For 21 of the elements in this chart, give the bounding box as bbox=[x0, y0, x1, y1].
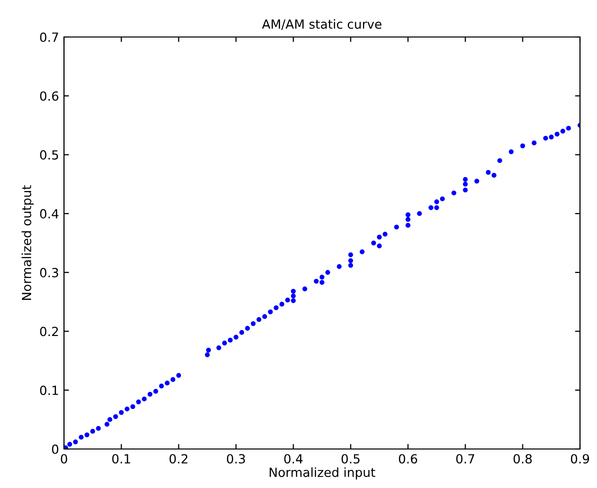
x-tick-label: 0.1 bbox=[112, 454, 130, 464]
chart-title: AM/AM static curve bbox=[262, 19, 382, 30]
y-tick-label: 0 bbox=[52, 444, 58, 454]
y-tick-label: 0.7 bbox=[40, 32, 58, 42]
x-tick-label: 0.7 bbox=[456, 454, 474, 464]
y-tick-label: 0.1 bbox=[40, 386, 58, 396]
x-tick-label: 0.2 bbox=[170, 454, 188, 464]
y-axis-title: Normalized output bbox=[22, 185, 34, 300]
x-tick-label: 0.4 bbox=[284, 454, 303, 464]
x-tick-label: 0.9 bbox=[570, 454, 590, 464]
y-tick-label: 0.6 bbox=[40, 91, 58, 101]
y-tick-label: 0.5 bbox=[40, 150, 58, 160]
x-tick-label: 0 bbox=[60, 454, 68, 464]
x-tick-label: 0.8 bbox=[514, 454, 532, 464]
y-tick-label: 0.2 bbox=[40, 326, 58, 336]
y-tick-label: 0.3 bbox=[40, 268, 58, 278]
x-axis-title: Normalized input bbox=[270, 467, 376, 480]
x-tick-label: 0.5 bbox=[342, 454, 360, 464]
y-tick-label: 0.4 bbox=[40, 209, 58, 218]
x-tick-label: 0.6 bbox=[398, 454, 418, 464]
x-tick-label: 0.3 bbox=[226, 454, 245, 464]
